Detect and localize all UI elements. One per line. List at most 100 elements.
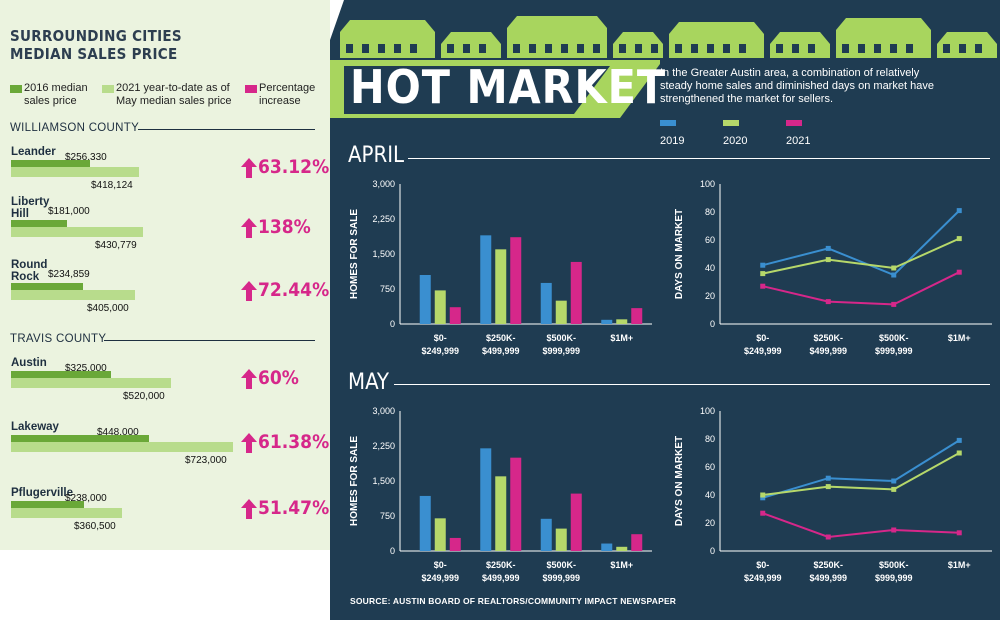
legend-label: 2019: [660, 134, 685, 147]
point-2019: [891, 272, 897, 278]
x-tick-label: $249,999: [744, 346, 782, 356]
bar-2020: [495, 476, 507, 551]
value-2021: $360,500: [74, 521, 116, 532]
bar-2020: [555, 528, 567, 551]
point-2020: [891, 486, 897, 492]
bar-2019: [480, 448, 492, 551]
house-window: [959, 44, 966, 53]
legend-swatch: [786, 119, 802, 126]
legend-item-2019: 2019: [660, 114, 684, 150]
y-tick-label: 3,000: [372, 179, 395, 189]
city-name: Austin: [11, 357, 47, 369]
y-tick-label: 750: [380, 511, 395, 521]
x-tick-label: $499,999: [482, 346, 520, 356]
x-tick-label: $500K-: [546, 333, 576, 343]
percent-increase: 51.47%: [258, 497, 330, 519]
up-arrow-icon: [241, 369, 257, 389]
x-tick-label: $1M+: [948, 333, 971, 343]
y-tick-label: 1,500: [372, 476, 395, 486]
house-window: [635, 44, 642, 53]
line-2019: [762, 209, 960, 277]
house-window: [975, 44, 982, 53]
point-2021: [825, 534, 831, 540]
month-label-april: APRIL: [348, 143, 405, 168]
y-tick-label: 100: [700, 406, 715, 416]
bar-2016: [11, 160, 90, 167]
city-name: Round Rock: [11, 259, 48, 283]
house-window: [346, 44, 353, 53]
house-window: [723, 44, 730, 53]
x-tick-label: $500K-: [879, 560, 909, 570]
percent-increase: 60%: [258, 367, 299, 389]
x-tick-label: $250K-: [813, 560, 843, 570]
city-name: Leander: [11, 146, 56, 158]
charts-area: 0 750 1,500 2,250 3,000 HOMES FOR SALE $0- $249…: [349, 179, 992, 583]
panel-title-line1: SURROUNDING CITIES: [10, 27, 182, 45]
x-tick-label: $499,999: [809, 573, 847, 583]
house-window: [858, 44, 865, 53]
house-window: [890, 44, 897, 53]
bar-2021: [11, 508, 122, 518]
legend-pct-label: Percentage increase: [259, 82, 316, 107]
x-tick-label: $0-: [434, 333, 447, 343]
house-window: [362, 44, 369, 53]
point-2019: [825, 245, 831, 251]
x-tick-label: $500K-: [546, 560, 576, 570]
bar-2021: [631, 534, 643, 551]
bar-2020: [495, 249, 507, 324]
house-window: [410, 44, 417, 53]
bar-2019: [540, 518, 552, 551]
y-tick-label: 1,500: [372, 249, 395, 259]
x-tick-label: $0-: [756, 333, 769, 343]
house-window: [593, 44, 600, 53]
x-tick-label: $1M+: [610, 333, 633, 343]
y-tick-label: 0: [710, 546, 715, 556]
percent-increase: 63.12%: [258, 156, 330, 178]
legend-item-2021: 2021: [786, 114, 810, 150]
legend-label: 2020: [723, 134, 748, 147]
bar-2020: [616, 546, 628, 551]
x-tick-label: $250K-: [813, 333, 843, 343]
y-tick-label: 100: [700, 179, 715, 189]
house-window: [874, 44, 881, 53]
value-2021: $520,000: [123, 391, 165, 402]
point-2021: [891, 527, 897, 533]
bar-2021: [570, 261, 582, 324]
bar-2019: [540, 282, 552, 324]
source-note: SOURCE: AUSTIN BOARD OF REALTORS/COMMUNI…: [350, 596, 677, 606]
line-2021: [762, 512, 960, 539]
legend-swatch-2016: [10, 85, 22, 93]
x-tick-label: $999,999: [542, 573, 580, 583]
value-2021: $430,779: [95, 240, 137, 251]
y-tick-label: 20: [705, 518, 715, 528]
y-tick-label: 80: [705, 207, 715, 217]
house-window: [447, 44, 454, 53]
bar-2021: [11, 378, 171, 388]
month-divider: [408, 158, 990, 159]
bar-2020: [616, 319, 628, 324]
bar-2021: [11, 442, 233, 452]
y-tick-label: 2,250: [372, 441, 395, 451]
x-tick-label: $999,999: [875, 346, 913, 356]
value-2016: $181,000: [48, 206, 90, 217]
x-tick-label: $999,999: [875, 573, 913, 583]
bar-2021: [631, 308, 643, 324]
up-arrow-icon: [241, 499, 257, 519]
line-2019: [762, 439, 960, 499]
bar-2016: [11, 283, 83, 290]
x-tick-label: $249,999: [421, 573, 459, 583]
point-2020: [825, 484, 831, 490]
y-tick-label: 40: [705, 263, 715, 273]
value-2016: $256,330: [65, 152, 107, 163]
point-2020: [760, 492, 766, 498]
houses-illustration: [340, 16, 997, 58]
bar-2020: [434, 518, 446, 551]
up-arrow-icon: [241, 158, 257, 178]
house-window: [394, 44, 401, 53]
house-window: [619, 44, 626, 53]
house-window: [463, 44, 470, 53]
y-axis-label: DAYS ON MARKET: [674, 436, 685, 526]
house-window: [651, 44, 658, 53]
x-tick-label: $1M+: [948, 560, 971, 570]
legend-swatch-2021: [102, 85, 114, 93]
